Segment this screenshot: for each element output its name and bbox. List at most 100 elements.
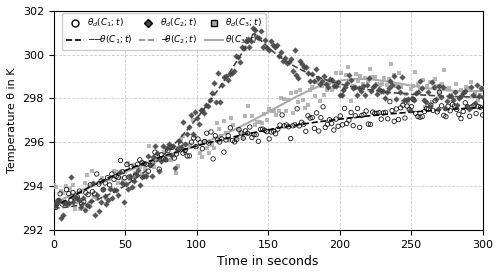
Point: [162, 158, 170, 162]
Point: [168, 145, 176, 149]
Point: [98, 187, 106, 191]
Point: [244, 37, 252, 41]
Point: [298, 62, 306, 67]
Point: [308, 72, 316, 76]
Point: [216, 140, 224, 144]
Point: [388, 83, 396, 87]
Point: [239, 135, 247, 140]
Point: [242, 39, 250, 43]
Point: [75, 198, 83, 202]
Point: [162, 148, 170, 152]
Point: [340, 88, 347, 92]
Point: [181, 141, 189, 146]
Point: [422, 100, 430, 104]
Point: [54, 197, 62, 202]
Point: [167, 152, 175, 157]
Point: [160, 156, 168, 161]
Point: [194, 122, 202, 126]
Point: [332, 117, 340, 121]
Point: [140, 162, 148, 166]
Point: [416, 87, 424, 91]
Point: [114, 175, 122, 180]
Point: [155, 167, 163, 171]
Point: [90, 194, 98, 199]
Point: [172, 152, 180, 156]
Point: [71, 196, 79, 200]
Point: [466, 80, 474, 84]
Point: [294, 76, 302, 80]
Point: [472, 83, 480, 87]
Point: [250, 133, 258, 137]
Point: [87, 199, 95, 204]
Point: [384, 86, 392, 91]
Point: [204, 104, 212, 108]
Point: [220, 74, 228, 79]
Point: [274, 127, 282, 131]
X-axis label: Time in seconds: Time in seconds: [218, 255, 319, 268]
Point: [306, 116, 314, 120]
Point: [375, 111, 383, 115]
Point: [250, 26, 258, 30]
Point: [358, 82, 366, 87]
Point: [334, 79, 342, 84]
Point: [179, 151, 187, 155]
Point: [59, 191, 67, 195]
Point: [226, 72, 234, 76]
Point: [467, 85, 475, 89]
Point: [222, 74, 230, 78]
Point: [246, 45, 254, 49]
Point: [164, 158, 172, 163]
Point: [376, 89, 384, 94]
Point: [232, 54, 240, 59]
Point: [398, 75, 406, 79]
Point: [88, 169, 96, 174]
Point: [438, 104, 446, 108]
Point: [326, 117, 334, 122]
Point: [254, 139, 262, 144]
Point: [263, 46, 271, 50]
Point: [352, 114, 360, 118]
Point: [476, 93, 484, 97]
Point: [95, 182, 103, 186]
Point: [324, 85, 332, 89]
Point: [164, 148, 172, 153]
Y-axis label: Temperature θ in K: Temperature θ in K: [7, 68, 17, 173]
Point: [98, 176, 106, 180]
Point: [356, 125, 364, 130]
Point: [449, 98, 457, 102]
Point: [343, 121, 351, 126]
Point: [158, 158, 166, 163]
Point: [430, 84, 438, 89]
Point: [234, 55, 241, 59]
Point: [310, 79, 318, 83]
Point: [196, 141, 204, 145]
Point: [332, 70, 340, 75]
Point: [256, 127, 264, 131]
Point: [209, 157, 217, 161]
Point: [269, 43, 277, 47]
Point: [256, 120, 264, 124]
Point: [318, 84, 326, 88]
Point: [254, 35, 262, 39]
Point: [278, 113, 286, 117]
Point: [359, 84, 367, 89]
Point: [160, 150, 168, 154]
Point: [316, 99, 324, 103]
Point: [266, 107, 274, 111]
Point: [321, 125, 329, 130]
Point: [122, 170, 130, 175]
Point: [424, 84, 432, 88]
Point: [110, 169, 118, 173]
Point: [212, 120, 220, 125]
Point: [326, 77, 334, 81]
Point: [444, 99, 452, 103]
Point: [112, 174, 120, 178]
Point: [216, 100, 224, 104]
Point: [434, 107, 442, 111]
Point: [386, 79, 394, 84]
Point: [234, 127, 242, 132]
Point: [88, 189, 96, 194]
Point: [212, 134, 220, 138]
Point: [77, 205, 85, 209]
Point: [469, 92, 477, 97]
